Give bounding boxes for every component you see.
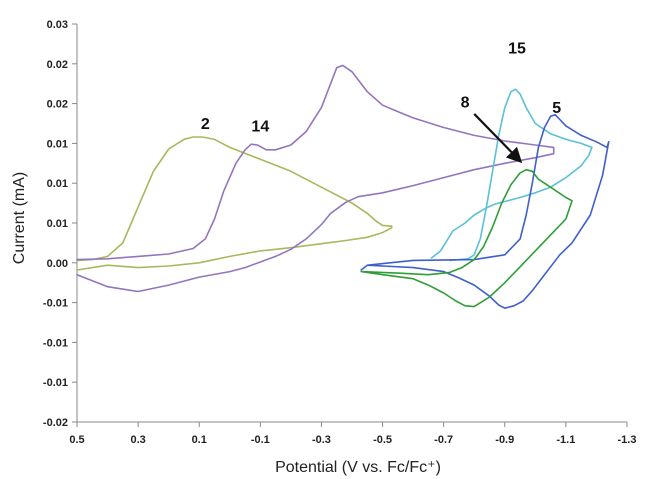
- curve-label-5: 5: [552, 100, 561, 117]
- annotations-layer: [473, 113, 523, 164]
- curve-labels-layer: 2 14 15 5 8: [201, 40, 561, 135]
- y-tick-label: 0.02: [47, 99, 68, 111]
- x-tick-label: -1.1: [556, 434, 575, 446]
- curve-label-2: 2: [201, 116, 210, 133]
- y-tick-label: -0.01: [43, 298, 68, 310]
- x-axis-title: Potential (V vs. Fc/Fc⁺): [275, 459, 441, 476]
- cv-curve-14: [76, 64, 555, 293]
- y-tick-label: 0.01: [47, 218, 68, 230]
- curves-layer: [76, 64, 610, 309]
- curve-label-14: 14: [251, 118, 269, 135]
- x-tick-label: -0.7: [434, 434, 453, 446]
- y-tick-label: 0.01: [47, 138, 68, 150]
- axes: -0.02 -0.01 -0.01 -0.01 0.00 0.01 0.01 0.01 0.02…: [43, 19, 637, 446]
- y-tick-label: 0.01: [47, 178, 68, 190]
- x-tick-label: -1.3: [618, 434, 637, 446]
- x-tick-label: -0.1: [251, 434, 270, 446]
- cv-curve-15: [430, 88, 593, 262]
- cv-curve-5: [360, 113, 610, 309]
- curve-label-8: 8: [461, 95, 470, 112]
- y-tick-label: 0.03: [47, 19, 68, 31]
- y-axis-title: Current (mA): [11, 172, 28, 264]
- x-tick-label: -0.5: [373, 434, 392, 446]
- y-tick-label: -0.02: [43, 417, 68, 429]
- y-tick-label: -0.01: [43, 337, 68, 349]
- x-tick-label: 0.5: [69, 434, 84, 446]
- cv-curve-2: [76, 136, 393, 271]
- x-tick-label: -0.3: [312, 434, 331, 446]
- x-tick-label: -0.9: [495, 434, 514, 446]
- y-tick-label: 0.02: [47, 59, 68, 71]
- x-tick-label: 0.1: [192, 434, 207, 446]
- annotation-arrow: [473, 113, 523, 164]
- y-tick-label: 0.00: [47, 258, 68, 270]
- x-tick-label: 0.3: [130, 434, 145, 446]
- y-tick-label: -0.01: [43, 377, 68, 389]
- curve-label-15: 15: [508, 40, 526, 57]
- cv-curve-8: [360, 168, 573, 308]
